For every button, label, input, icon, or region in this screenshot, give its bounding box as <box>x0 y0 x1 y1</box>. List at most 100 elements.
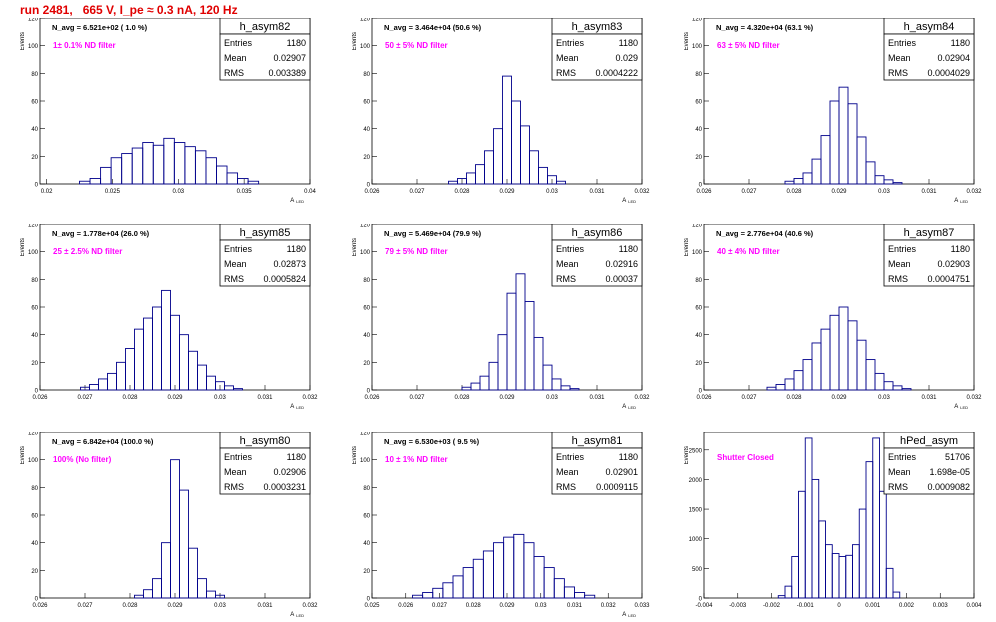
filter-note: Shutter Closed <box>717 453 774 462</box>
stat-value-rms: 0.0005824 <box>263 274 306 284</box>
y-tick-label: 0 <box>35 597 39 603</box>
histogram-bin <box>892 591 901 599</box>
histogram-name: h_asym84 <box>904 21 955 33</box>
stat-value-entries: 1180 <box>287 244 306 254</box>
x-tick-label: 0.031 <box>257 603 273 609</box>
x-tick-label: 0.028 <box>786 189 802 195</box>
stat-label-rms: RMS <box>556 274 576 284</box>
y-tick-label: 80 <box>31 278 38 284</box>
histogram-bin <box>542 364 553 391</box>
histogram-bins <box>766 306 912 391</box>
x-tick-label: -0.003 <box>729 603 747 609</box>
stat-label-mean: Mean <box>888 259 911 269</box>
y-tick-label: 80 <box>363 486 370 492</box>
stat-value-entries: 1180 <box>287 38 306 48</box>
x-tick-label: 0.031 <box>589 395 605 401</box>
x-axis-label: A LED <box>954 198 968 204</box>
x-tick-label: 0.026 <box>32 395 48 401</box>
x-axis-label: A LED <box>622 612 636 618</box>
stat-label-mean: Mean <box>556 467 579 477</box>
x-tick-label: 0.03 <box>878 189 890 195</box>
y-axis-label: Events <box>684 32 690 50</box>
x-tick-label: 0.025 <box>364 603 380 609</box>
stat-value-rms: 0.00037 <box>605 274 638 284</box>
x-tick-label: 0.002 <box>899 603 915 609</box>
y-tick-label: 20 <box>31 361 38 367</box>
stat-label-rms: RMS <box>224 68 244 78</box>
histogram-panel: 0 20 40 60 80 100 120 Events 0.025 0.026 0.027 0.02… <box>352 432 650 618</box>
y-tick-label: 80 <box>363 278 370 284</box>
histogram-bin <box>892 385 903 391</box>
x-tick-label: 0.027 <box>77 603 93 609</box>
histogram-name: h_asym87 <box>904 227 955 239</box>
stats-box <box>883 33 975 81</box>
y-tick-label: 20 <box>695 361 702 367</box>
x-tick-label: 0.032 <box>302 603 318 609</box>
x-axis-label: A LED <box>290 612 304 618</box>
y-tick-label: 40 <box>695 127 702 133</box>
y-tick-label: 60 <box>695 100 702 106</box>
navg-label: N_avg = 5.469e+04 (79.9 %) <box>384 229 482 238</box>
histogram-bin <box>206 590 216 599</box>
x-tick-label: 0.032 <box>634 395 650 401</box>
x-tick-label: 0.026 <box>364 395 380 401</box>
y-tick-label: 0 <box>699 597 703 603</box>
x-tick-label: 0.032 <box>634 189 650 195</box>
histogram-bin <box>560 385 571 391</box>
stat-value-entries: 1180 <box>619 38 638 48</box>
histogram-name: h_asym83 <box>572 21 623 33</box>
y-tick-label: 80 <box>695 72 702 78</box>
y-tick-label: 2500 <box>689 448 703 454</box>
y-tick-label: 1000 <box>689 537 703 543</box>
stat-value-mean: 0.02904 <box>937 53 970 63</box>
y-tick-label: 0 <box>367 389 371 395</box>
stat-value-mean: 0.02873 <box>273 259 306 269</box>
stat-value-mean: 0.02903 <box>937 259 970 269</box>
histogram-panel: 0 20 40 60 80 100 120 Events 0.026 0.027 0.028 0.02… <box>20 432 318 618</box>
stat-value-mean: 0.02907 <box>273 53 306 63</box>
histogram-bin <box>865 161 876 185</box>
y-tick-label: 80 <box>31 486 38 492</box>
x-tick-label: 0.032 <box>966 189 982 195</box>
y-axis-label: Events <box>20 238 26 256</box>
y-tick-label: 40 <box>695 333 702 339</box>
y-tick-label: 40 <box>363 541 370 547</box>
stat-value-mean: 1.698e-05 <box>929 467 970 477</box>
histogram-name: h_asym80 <box>240 435 291 447</box>
y-tick-label: 40 <box>31 333 38 339</box>
histogram-bin <box>188 547 198 599</box>
stat-label-mean: Mean <box>224 53 247 63</box>
histogram-bin <box>197 578 207 599</box>
x-tick-label: 0.001 <box>865 603 881 609</box>
histogram-bin <box>551 378 562 391</box>
y-tick-label: 0 <box>699 183 703 189</box>
x-tick-label: 0.029 <box>499 395 515 401</box>
stats-box <box>883 239 975 287</box>
y-tick-label: 20 <box>363 569 370 575</box>
x-tick-label: 0.026 <box>696 189 712 195</box>
stat-value-entries: 1180 <box>287 452 306 462</box>
x-axis-label: A LED <box>290 198 304 204</box>
y-tick-label: 60 <box>31 514 38 520</box>
histogram-bin <box>856 136 867 185</box>
y-tick-label: 100 <box>28 44 39 50</box>
y-tick-label: 20 <box>31 155 38 161</box>
y-tick-label: 500 <box>692 567 703 573</box>
y-tick-label: 120 <box>360 224 371 229</box>
stat-label-rms: RMS <box>224 482 244 492</box>
histogram-bin <box>885 567 894 599</box>
y-tick-label: 100 <box>28 250 39 256</box>
stat-value-entries: 1180 <box>951 38 970 48</box>
y-tick-label: 20 <box>363 361 370 367</box>
x-tick-label: 0.026 <box>696 395 712 401</box>
histogram-bin <box>533 336 544 391</box>
stat-value-rms: 0.0009115 <box>596 482 638 492</box>
stat-value-mean: 0.02906 <box>273 467 306 477</box>
y-tick-label: 80 <box>363 72 370 78</box>
stats-box <box>219 239 311 287</box>
stat-value-rms: 0.0004222 <box>595 68 638 78</box>
histogram-bin <box>247 180 260 185</box>
y-tick-label: 100 <box>692 44 703 50</box>
histogram-bin <box>883 179 894 185</box>
